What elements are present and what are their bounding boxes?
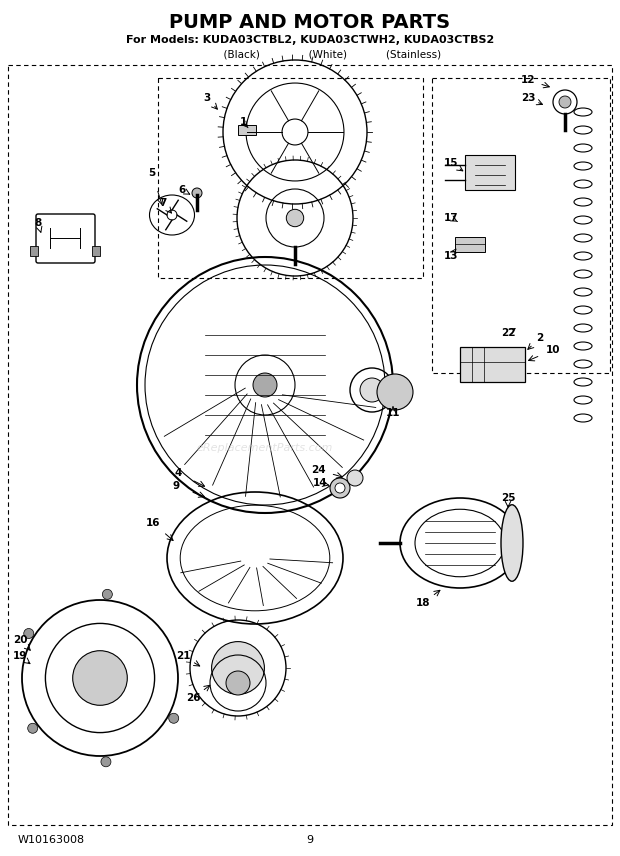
Circle shape xyxy=(211,642,264,694)
Bar xyxy=(465,155,515,190)
Text: 17: 17 xyxy=(444,213,458,223)
Circle shape xyxy=(360,378,384,402)
Circle shape xyxy=(226,671,250,695)
Bar xyxy=(238,125,256,135)
Text: 3: 3 xyxy=(203,93,211,103)
Circle shape xyxy=(347,470,363,486)
Text: 20: 20 xyxy=(13,635,27,645)
Circle shape xyxy=(559,96,571,108)
Text: 23: 23 xyxy=(521,93,535,103)
Bar xyxy=(158,78,423,278)
Circle shape xyxy=(192,188,202,198)
Circle shape xyxy=(73,651,127,705)
Circle shape xyxy=(377,374,413,410)
Text: 13: 13 xyxy=(444,251,458,261)
Circle shape xyxy=(167,210,177,220)
Text: 18: 18 xyxy=(416,598,430,608)
Text: PUMP AND MOTOR PARTS: PUMP AND MOTOR PARTS xyxy=(169,13,451,32)
Text: 24: 24 xyxy=(311,465,326,475)
Bar xyxy=(92,246,100,256)
Circle shape xyxy=(330,478,350,498)
Bar xyxy=(455,237,485,252)
Text: W10163008: W10163008 xyxy=(18,835,85,845)
Ellipse shape xyxy=(501,505,523,581)
Text: 2: 2 xyxy=(536,333,544,343)
Text: 26: 26 xyxy=(186,693,200,703)
Circle shape xyxy=(169,713,179,723)
Text: 4: 4 xyxy=(174,468,182,478)
Text: 6: 6 xyxy=(179,185,185,195)
Bar xyxy=(30,246,38,256)
Text: 9: 9 xyxy=(306,835,314,845)
Text: 10: 10 xyxy=(546,345,560,355)
Text: 22: 22 xyxy=(501,328,515,338)
Text: For Models: KUDA03CTBL2, KUDA03CTWH2, KUDA03CTBS2: For Models: KUDA03CTBL2, KUDA03CTWH2, KU… xyxy=(126,35,494,45)
Text: 21: 21 xyxy=(175,651,190,661)
Text: 11: 11 xyxy=(386,408,401,418)
Text: 15: 15 xyxy=(444,158,458,168)
Text: 7: 7 xyxy=(159,198,167,208)
Text: 14: 14 xyxy=(312,478,327,488)
Text: 19: 19 xyxy=(13,651,27,661)
Text: (Black)               (White)            (Stainless): (Black) (White) (Stainless) xyxy=(179,49,441,59)
Text: 5: 5 xyxy=(148,168,156,178)
Text: eReplacementParts.com: eReplacementParts.com xyxy=(197,443,333,453)
Bar xyxy=(460,347,525,382)
Circle shape xyxy=(335,483,345,493)
Bar xyxy=(8,65,612,825)
Text: 12: 12 xyxy=(521,75,535,85)
Bar xyxy=(432,78,610,373)
Circle shape xyxy=(102,589,112,599)
Circle shape xyxy=(24,628,33,639)
Text: 25: 25 xyxy=(501,493,515,503)
Text: 16: 16 xyxy=(146,518,160,528)
Circle shape xyxy=(253,373,277,397)
Circle shape xyxy=(286,210,304,227)
Circle shape xyxy=(28,723,38,734)
Text: 9: 9 xyxy=(172,481,180,491)
Circle shape xyxy=(101,757,111,767)
Text: 1: 1 xyxy=(239,117,247,127)
Text: 8: 8 xyxy=(34,218,42,228)
